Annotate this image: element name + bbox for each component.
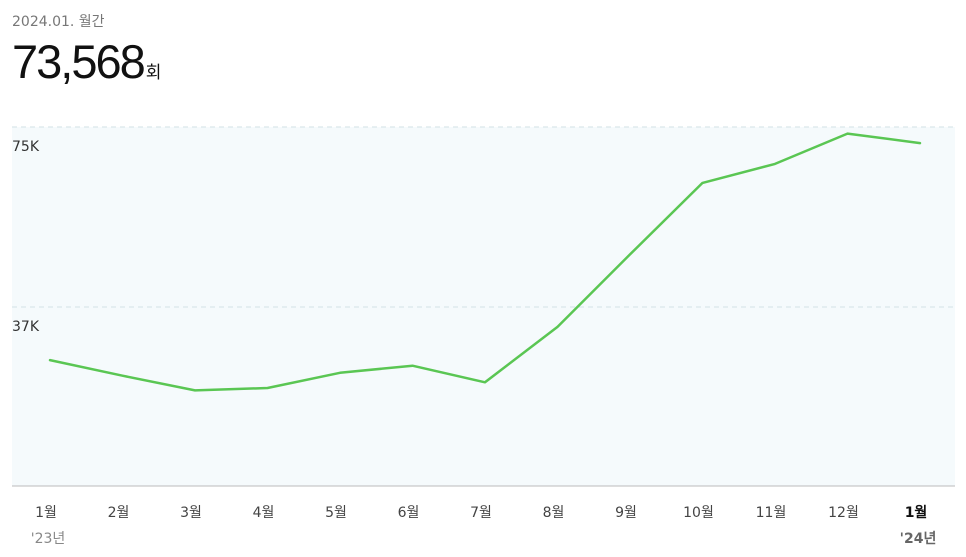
- x-tick-label: 1월: [905, 504, 928, 521]
- total-value-row: 73,568 회: [12, 34, 161, 90]
- x-tick-label: 9월: [615, 505, 637, 521]
- period-label: 2024.01. 월간: [12, 14, 105, 30]
- x-tick-label: 4월: [253, 505, 275, 521]
- x-tick-label: 11월: [756, 505, 787, 521]
- x-tick-label: 7월: [470, 505, 492, 521]
- x-tick-label: 10월: [683, 505, 714, 521]
- total-value: 73,568: [12, 35, 146, 88]
- x-tick-label: 12월: [828, 505, 859, 521]
- y-tick-label: 37K: [12, 319, 40, 335]
- year-label: '24년: [900, 531, 937, 547]
- y-tick-label: 75K: [12, 139, 40, 155]
- x-tick-label: 2월: [108, 505, 130, 521]
- total-unit: 회: [145, 63, 162, 83]
- x-tick-label: 5월: [325, 505, 347, 521]
- x-tick-label: 8월: [543, 505, 565, 521]
- x-tick-label: 6월: [398, 505, 420, 521]
- series-line: [48, 132, 922, 392]
- x-tick-label: 1월: [35, 505, 57, 521]
- x-tick-label: 3월: [180, 505, 202, 521]
- year-label: '23년: [31, 531, 66, 547]
